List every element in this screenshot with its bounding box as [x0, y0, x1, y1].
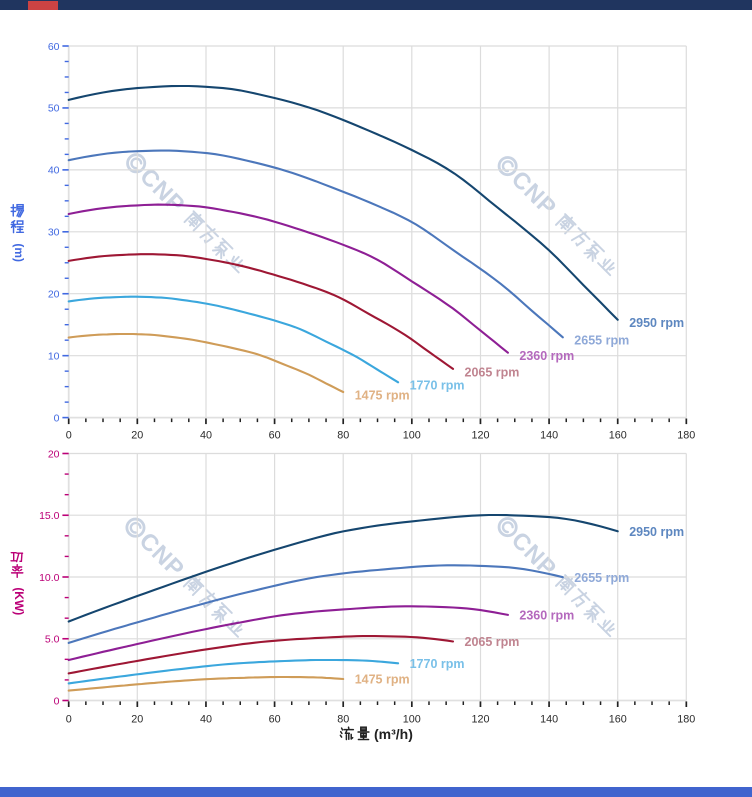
svg-text:30: 30: [48, 227, 60, 239]
svg-text:2655 rpm: 2655 rpm: [574, 571, 629, 585]
svg-text:10: 10: [48, 351, 60, 363]
svg-text:2655 rpm: 2655 rpm: [574, 334, 629, 348]
svg-text:120: 120: [471, 713, 489, 725]
svg-text:0: 0: [54, 695, 60, 707]
svg-text:50: 50: [48, 103, 60, 115]
svg-text:0: 0: [54, 412, 60, 424]
svg-text:160: 160: [609, 713, 627, 725]
svg-text:20: 20: [131, 430, 143, 442]
svg-text:120: 120: [471, 430, 489, 442]
svg-text:2360 rpm: 2360 rpm: [519, 609, 574, 623]
svg-text:40: 40: [200, 430, 212, 442]
svg-text:20: 20: [131, 713, 143, 725]
svg-text:0: 0: [66, 430, 72, 442]
svg-text:180: 180: [677, 430, 695, 442]
svg-text:15.0: 15.0: [39, 510, 60, 522]
svg-text:1770 rpm: 1770 rpm: [410, 379, 465, 393]
svg-text:100: 100: [403, 713, 421, 725]
svg-text:180: 180: [677, 713, 695, 725]
svg-text:20: 20: [48, 448, 60, 460]
svg-text:(m): (m): [12, 243, 26, 262]
svg-text:100: 100: [403, 430, 421, 442]
svg-text:2950 rpm: 2950 rpm: [629, 316, 684, 330]
svg-text:80: 80: [337, 713, 349, 725]
svg-text:1770 rpm: 1770 rpm: [410, 657, 465, 671]
svg-text:160: 160: [609, 430, 627, 442]
svg-text:1475 rpm: 1475 rpm: [355, 388, 410, 402]
svg-text:40: 40: [200, 713, 212, 725]
svg-text:80: 80: [337, 430, 349, 442]
svg-text:5.0: 5.0: [45, 634, 60, 646]
svg-text:60: 60: [269, 713, 281, 725]
svg-text:2360 rpm: 2360 rpm: [519, 349, 574, 363]
svg-text:0: 0: [66, 713, 72, 725]
svg-text:2065 rpm: 2065 rpm: [465, 635, 520, 649]
svg-text:2065 rpm: 2065 rpm: [465, 365, 520, 379]
svg-text:140: 140: [540, 430, 558, 442]
svg-text:(m³/h): (m³/h): [374, 726, 413, 742]
svg-text:40: 40: [48, 165, 60, 177]
svg-text:60: 60: [48, 41, 60, 53]
svg-text:2950 rpm: 2950 rpm: [629, 525, 684, 539]
svg-text:1475 rpm: 1475 rpm: [355, 673, 410, 687]
svg-text:10.0: 10.0: [39, 572, 60, 584]
svg-text:(KW): (KW): [12, 587, 26, 615]
svg-text:140: 140: [540, 713, 558, 725]
svg-text:20: 20: [48, 289, 60, 301]
svg-text:60: 60: [269, 430, 281, 442]
